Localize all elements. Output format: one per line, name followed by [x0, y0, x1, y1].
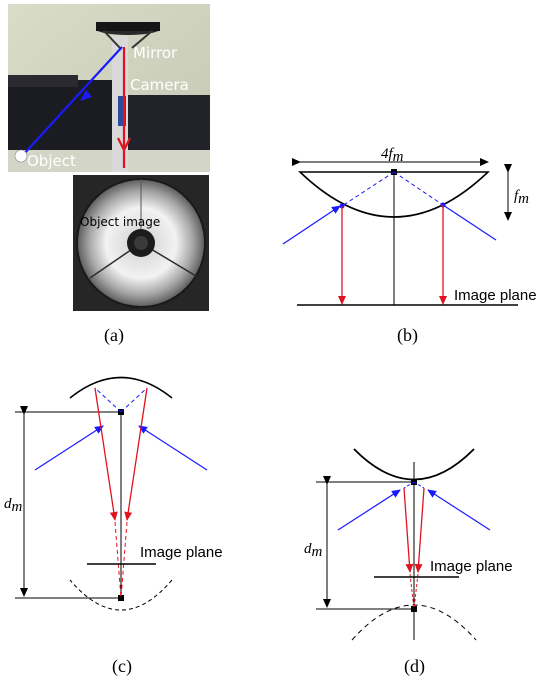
- virtual-ray-left: [341, 171, 395, 207]
- incoming-ray: [21, 46, 123, 157]
- incoming-ray-left: [337, 489, 401, 531]
- reflected-ray-right-extension: [413, 573, 419, 610]
- virtual-ray-left: [403, 481, 415, 489]
- caption-a: (a): [104, 325, 124, 346]
- image-plane-label: Image plane: [454, 287, 537, 304]
- incoming-ray-right: [442, 204, 497, 241]
- virtual-ray-right: [393, 171, 444, 206]
- caption-c: (c): [112, 656, 132, 677]
- virtual-ray-right: [413, 481, 425, 489]
- panel-c-spherical-mirror: dm Image plane (c): [4, 376, 223, 677]
- object-image-label: Object image: [80, 215, 160, 229]
- incoming-ray-right: [138, 425, 208, 471]
- mirror-profile: [298, 171, 490, 218]
- distance-label-c: dm: [4, 496, 23, 515]
- width-label: 4fm: [381, 146, 404, 165]
- reflected-ray-right: [414, 487, 425, 573]
- setup-photo: Mirror Camera Object: [8, 4, 210, 172]
- mirror-label: Mirror: [133, 44, 178, 62]
- panel-b-parabolic-mirror: 4fm fm Image plane (b): [282, 146, 537, 346]
- panel-d-hyperbolic-mirror: dm Image plane (d): [304, 448, 513, 677]
- virtual-ray-left: [94, 387, 122, 413]
- object-ball: [14, 149, 28, 163]
- incoming-ray-left: [282, 205, 341, 245]
- reflected-ray-left-extension: [409, 573, 415, 610]
- object-label: Object: [27, 152, 76, 170]
- camera-label: Camera: [130, 76, 189, 94]
- focal-label: fm: [514, 188, 529, 207]
- incoming-ray-left: [34, 425, 104, 471]
- caption-b: (b): [397, 325, 418, 346]
- reflected-ray-left: [94, 387, 118, 521]
- ray-arrow-icon: [80, 90, 92, 101]
- incoming-ray-right: [427, 489, 491, 531]
- virtual-mirror-arc: [69, 579, 173, 611]
- image-plane-label: Image plane: [140, 544, 223, 561]
- virtual-ray-right: [120, 387, 148, 413]
- image-plane-label: Image plane: [430, 558, 513, 575]
- mirror-arc: [69, 376, 173, 399]
- ray-arrow-icon: [117, 137, 131, 153]
- panel-a: Mirror Camera Object Object image (a): [8, 4, 210, 346]
- reflected-ray-right-extension: [120, 521, 128, 599]
- reflected-ray-left: [403, 487, 414, 573]
- distance-label-d: dm: [304, 541, 323, 560]
- reflected-ray-left-extension: [114, 521, 122, 599]
- caption-d: (d): [404, 656, 425, 677]
- reflected-ray-right: [124, 387, 148, 521]
- omni-image-photo: Object image: [73, 175, 209, 311]
